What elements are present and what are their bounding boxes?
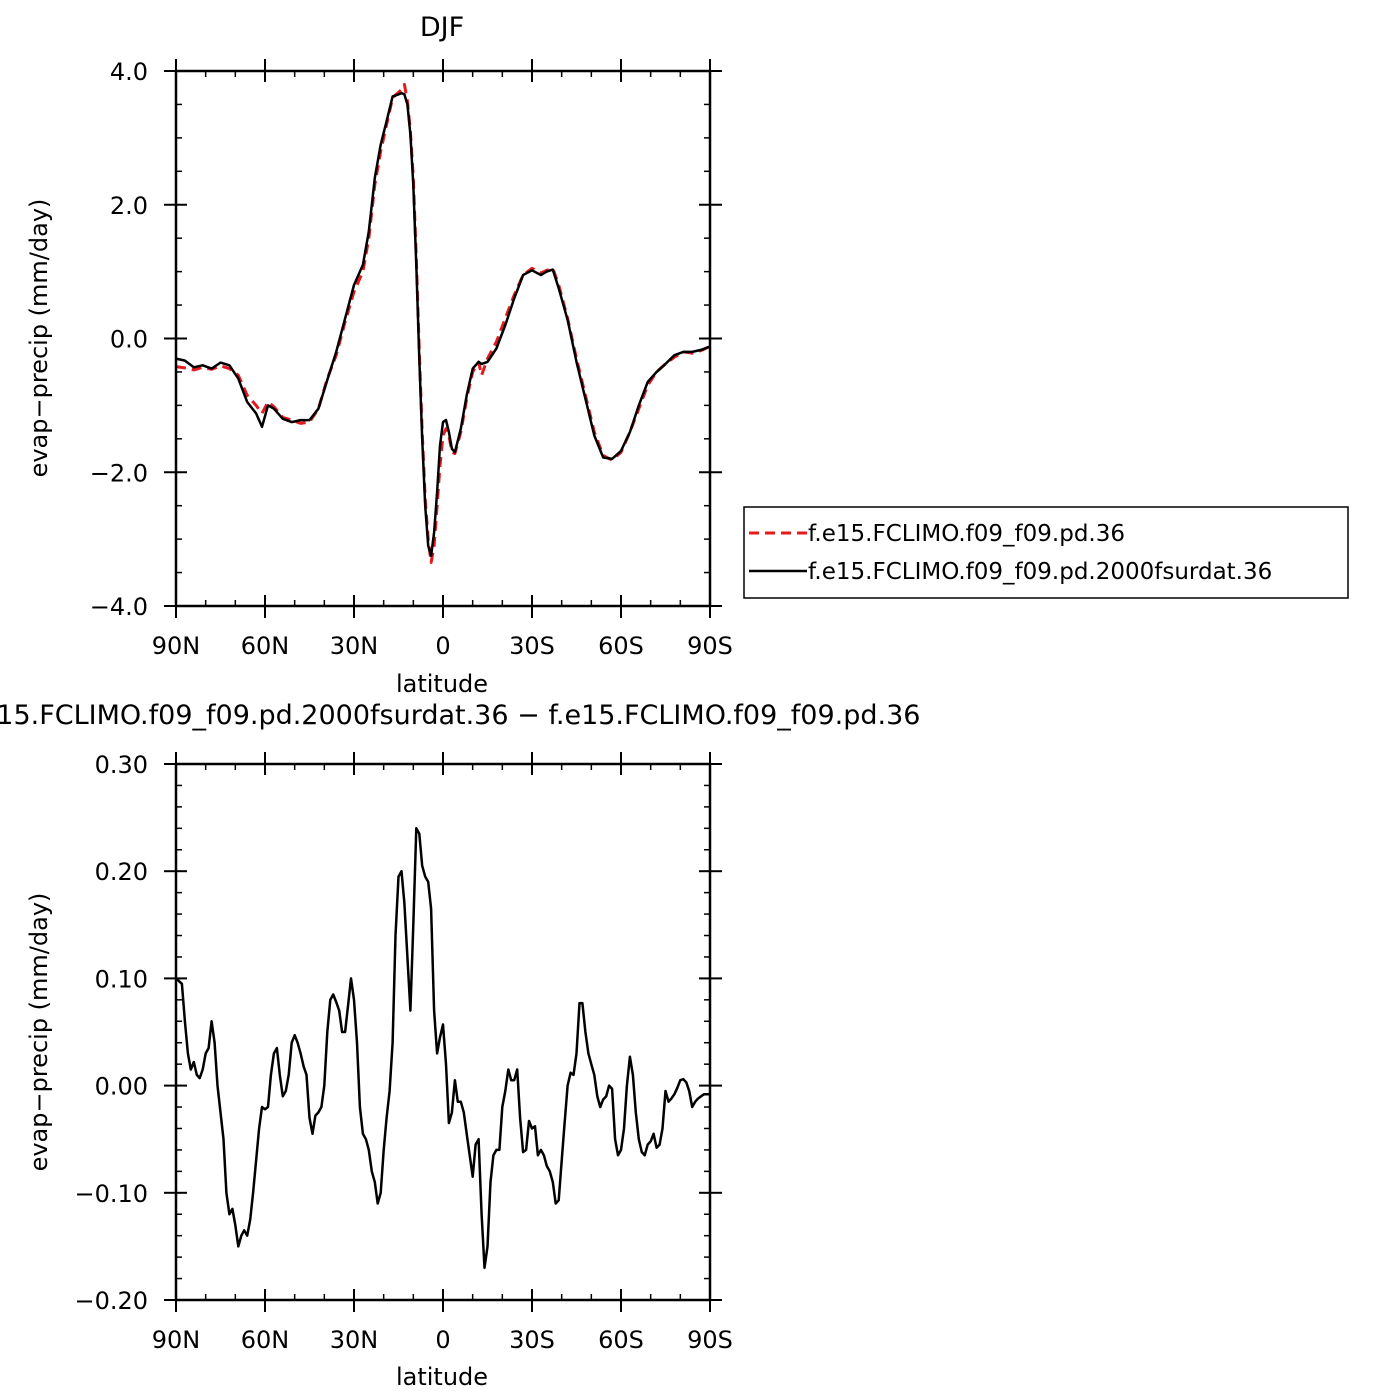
bottom-title: f.e15.FCLIMO.f09_f09.pd.2000fsurdat.36 −…	[0, 700, 920, 731]
bottom-x-tick-label: 30N	[330, 1326, 379, 1354]
top-y-tick-label: −4.0	[90, 593, 148, 621]
bottom-x-tick-label: 90N	[152, 1326, 201, 1354]
top-y-tick-label: −2.0	[90, 459, 148, 487]
bottom-x-tick-label: 30S	[509, 1326, 555, 1354]
bottom-y-tick-label: 0.00	[95, 1073, 148, 1101]
bottom-y-tick-label: 0.10	[95, 965, 148, 993]
top-x-tick-label: 60S	[598, 632, 644, 660]
bottom-x-tick-label: 60S	[598, 1326, 644, 1354]
top-series-group	[175, 82, 711, 564]
top-x-axis-label: latitude	[396, 670, 488, 698]
top-x-tick-label: 90S	[687, 632, 733, 660]
bottom-series-line-0	[175, 827, 710, 1270]
top-x-tick-label: 0	[435, 632, 450, 660]
top-title: DJF	[420, 12, 464, 43]
bottom-x-axis-label: latitude	[396, 1363, 488, 1391]
top-x-tick-label: 90N	[152, 632, 201, 660]
top-x-tick-label: 60N	[241, 632, 290, 660]
top-legend-box	[743, 506, 1349, 599]
bottom-series-group	[175, 827, 710, 1270]
top-legend-label-0: f.e15.FCLIMO.f09_f09.pd.36	[808, 521, 1125, 547]
top-y-axis-label: evap−precip (mm/day)	[25, 199, 53, 478]
bottom-y-tick-label: 0.20	[95, 858, 148, 886]
top-y-tick-label: 0.0	[110, 326, 148, 354]
bottom-x-tick-label: 60N	[241, 1326, 290, 1354]
bottom-y-tick-label: −0.10	[74, 1180, 148, 1208]
top-series-line-0	[175, 82, 711, 564]
bottom-x-tick-label: 0	[435, 1326, 450, 1354]
top-legend-label-1: f.e15.FCLIMO.f09_f09.pd.2000fsurdat.36	[808, 559, 1272, 585]
bottom-panel: f.e15.FCLIMO.f09_f09.pd.2000fsurdat.36 −…	[0, 700, 920, 1391]
bottom-x-tick-label: 90S	[687, 1326, 733, 1354]
top-legend: f.e15.FCLIMO.f09_f09.pd.36 f.e15.FCLIMO.…	[743, 506, 1349, 599]
top-plot-frame	[174, 69, 712, 608]
top-y-tick-label: 4.0	[110, 58, 148, 86]
bottom-y-tick-label: −0.20	[74, 1287, 148, 1315]
bottom-y-tick-label: 0.30	[95, 751, 148, 779]
top-x-tick-label: 30S	[509, 632, 555, 660]
top-x-tick-label: 30N	[330, 632, 379, 660]
top-series-line-1	[175, 91, 711, 558]
bottom-y-axis-label: evap−precip (mm/day)	[25, 893, 53, 1172]
top-y-tick-label: 2.0	[110, 192, 148, 220]
